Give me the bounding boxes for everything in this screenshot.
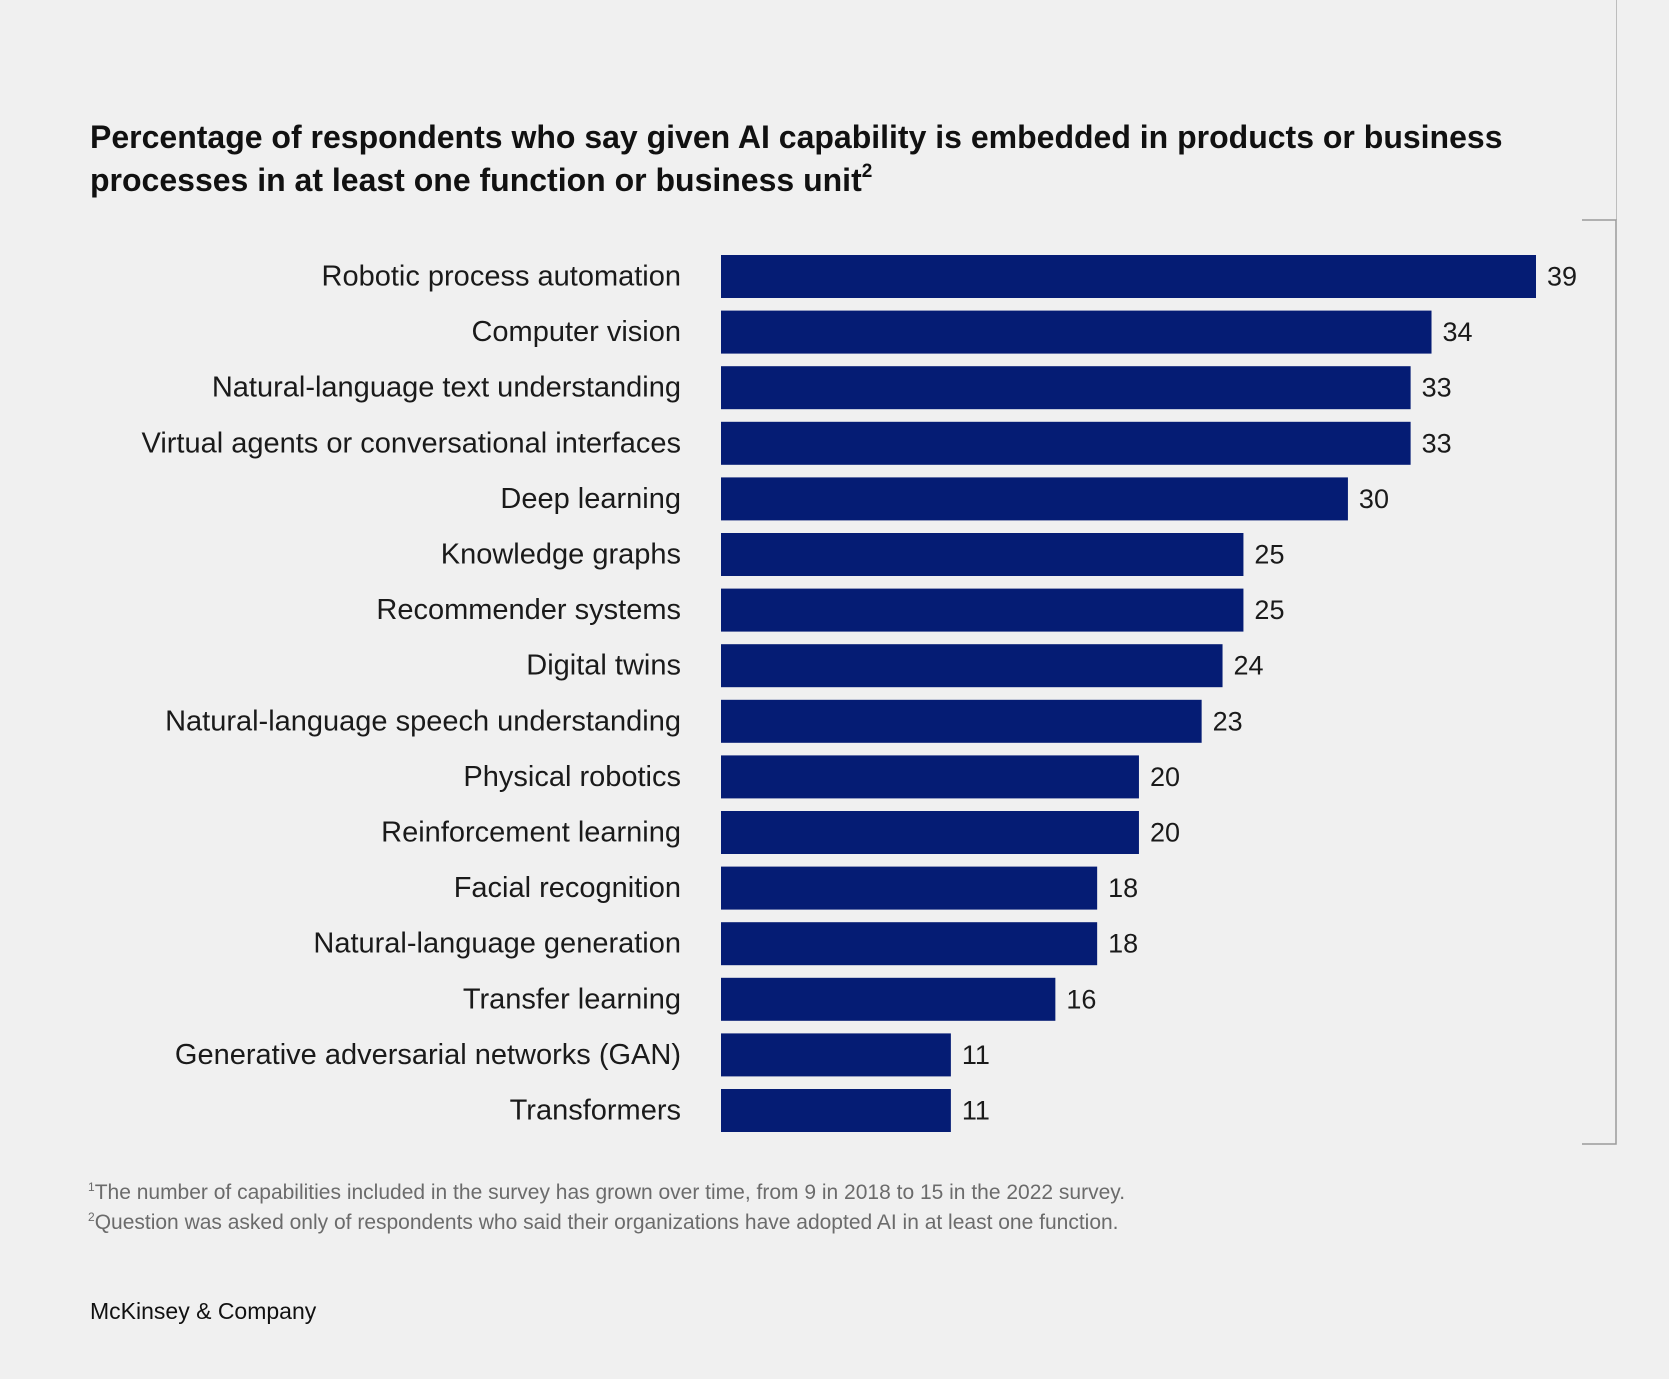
category-label: Digital twins	[526, 650, 681, 682]
value-label: 23	[1213, 706, 1243, 736]
value-label: 30	[1359, 484, 1389, 514]
category-label: Robotic process automation	[322, 261, 681, 293]
bar	[721, 366, 1411, 410]
category-label: Knowledge graphs	[441, 539, 681, 571]
chart-title-text: Percentage of respondents who say given …	[90, 119, 1503, 198]
bar	[721, 866, 1098, 910]
category-label: Virtual agents or conversational interfa…	[142, 427, 682, 459]
footnote-1-text: The number of capabilities included in t…	[94, 1181, 1126, 1204]
value-label: 11	[962, 1040, 990, 1070]
source-brand: McKinsey & Company	[90, 1298, 317, 1324]
value-label: 20	[1150, 762, 1180, 792]
bar	[721, 1089, 951, 1132]
bar	[721, 811, 1139, 854]
category-label: Transfer learning	[463, 983, 681, 1015]
bar	[721, 588, 1244, 632]
footnote-1-marker: 1	[88, 1180, 95, 1194]
category-label: Recommender systems	[376, 594, 681, 626]
value-label: 33	[1422, 428, 1452, 458]
chart-title: Percentage of respondents who say given …	[90, 116, 1570, 202]
footnote-2-marker: 2	[88, 1210, 95, 1224]
category-label: Transformers	[510, 1095, 681, 1127]
bar	[721, 1033, 951, 1077]
category-label: Natural-language generation	[313, 928, 681, 960]
category-label: Physical robotics	[463, 761, 681, 793]
category-label: Generative adversarial networks (GAN)	[175, 1039, 681, 1071]
footnotes: 1The number of capabilities included in …	[88, 1178, 1568, 1238]
category-label: Reinforcement learning	[381, 817, 681, 849]
bar	[721, 699, 1202, 743]
value-label: 24	[1234, 651, 1264, 681]
bar	[721, 477, 1348, 521]
value-label: 18	[1108, 873, 1138, 903]
bar	[721, 977, 1056, 1021]
value-label: 18	[1108, 929, 1138, 959]
bar	[721, 533, 1244, 576]
category-label: Computer vision	[471, 316, 681, 348]
chart-bracket-line	[1582, 219, 1617, 1145]
bar	[721, 922, 1098, 966]
top-divider-line	[1616, 0, 1617, 220]
footnote-2: 2Question was asked only of respondents …	[88, 1208, 1568, 1238]
value-label: 39	[1547, 262, 1577, 292]
bars-group: Robotic process automation 39 Computer vis…	[142, 255, 1577, 1132]
value-label: 16	[1066, 984, 1096, 1014]
value-label: 25	[1254, 595, 1284, 625]
bar	[721, 310, 1432, 354]
value-label: 34	[1443, 317, 1473, 347]
bar	[721, 255, 1536, 298]
bar	[721, 421, 1411, 465]
category-label: Facial recognition	[454, 872, 681, 904]
bar	[721, 644, 1223, 688]
bar	[721, 755, 1139, 799]
value-label: 25	[1254, 540, 1284, 570]
footnote-1: 1The number of capabilities included in …	[88, 1178, 1568, 1208]
chart-title-footnote-marker: 2	[861, 161, 873, 182]
category-label: Natural-language speech understanding	[165, 705, 681, 737]
footnote-2-text: Question was asked only of respondents w…	[94, 1211, 1119, 1234]
value-label: 20	[1150, 818, 1180, 848]
category-label: Deep learning	[500, 483, 681, 515]
value-label: 11	[962, 1096, 990, 1126]
category-label: Natural-language text understanding	[212, 372, 681, 404]
value-label: 33	[1422, 373, 1452, 403]
